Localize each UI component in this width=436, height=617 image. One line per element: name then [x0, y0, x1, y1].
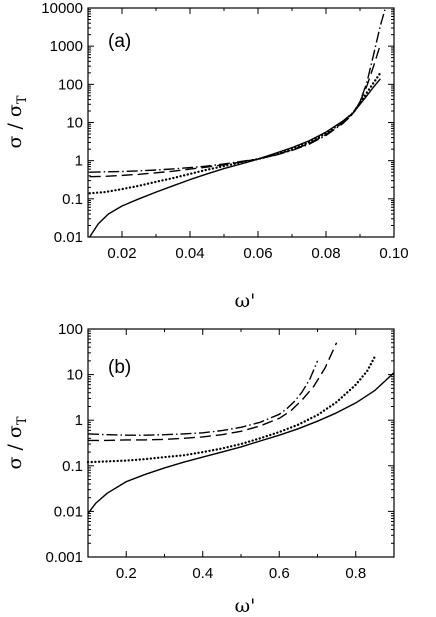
x-tick-labels-a: 0.02 0.04 0.06 0.08 0.10: [107, 245, 408, 262]
x-tick-label: 0.4: [192, 565, 213, 582]
x-tick-label: 0.10: [379, 245, 408, 262]
series-line-solid: [87, 372, 395, 514]
y-tick-labels-a: 0.01 0.1 1 10 100 1000 10000: [41, 0, 83, 246]
axis-ticks-a: [88, 7, 395, 238]
y-tick-label: 10000: [41, 0, 83, 17]
series-lines-b: [86, 342, 395, 514]
series-line-dotted: [88, 71, 382, 195]
panel-label-b: (b): [108, 357, 131, 378]
panel-a: 0.02 0.04 0.06 0.08 0.10 0.01 0.1 1 10 100 1000 10…: [4, 0, 409, 312]
y-tick-label: 1: [75, 412, 83, 429]
y-tick-labels-b: 0.001 0.01 0.1 1 10 100: [45, 321, 83, 566]
series-line-dashed: [89, 44, 382, 178]
y-tick-label: 1: [75, 153, 83, 170]
series-line-dashdot: [87, 360, 319, 436]
x-axis-label-b: ω': [235, 595, 256, 617]
x-tick-label: 0.2: [116, 565, 137, 582]
axis-ticks-b: [88, 328, 394, 558]
x-tick-label: 0.8: [345, 565, 366, 582]
y-axis-label-b: σ / σT: [4, 416, 30, 469]
y-tick-label: 0.01: [54, 503, 83, 520]
y-tick-label: 100: [58, 76, 83, 93]
y-tick-label: 10: [66, 115, 83, 132]
y-tick-label: 1000: [50, 38, 83, 55]
series-line-dashed: [88, 342, 338, 442]
y-tick-label: 0.1: [62, 458, 83, 475]
x-axis-label-a: ω': [235, 290, 256, 312]
series-line-dashdot: [89, 7, 387, 173]
panel-b: 0.2 0.4 0.6 0.8 0.001 0.01 0.1 1 10 100 (b) ω' σ…: [4, 321, 395, 617]
y-tick-label: 0.01: [54, 229, 83, 246]
x-tick-label: 0.08: [311, 245, 340, 262]
plot-frame-a: [87, 7, 395, 238]
x-tick-label: 0.02: [107, 245, 136, 262]
x-tick-label: 0.04: [175, 245, 204, 262]
series-line-dotted: [86, 355, 377, 464]
plot-frame-b: [87, 328, 395, 558]
x-tick-labels-b: 0.2 0.4 0.6 0.8: [116, 565, 366, 582]
panel-label-a: (a): [108, 31, 131, 52]
series-line-solid: [89, 78, 381, 238]
y-tick-label: 100: [58, 321, 83, 338]
y-axis-label-a: σ / σT: [4, 95, 30, 148]
y-tick-label: 0.1: [62, 191, 83, 208]
y-tick-label: 10: [66, 367, 83, 384]
x-tick-label: 0.06: [243, 245, 272, 262]
x-tick-label: 0.6: [269, 565, 290, 582]
y-tick-label: 0.001: [45, 549, 83, 566]
series-lines-a: [88, 7, 387, 238]
